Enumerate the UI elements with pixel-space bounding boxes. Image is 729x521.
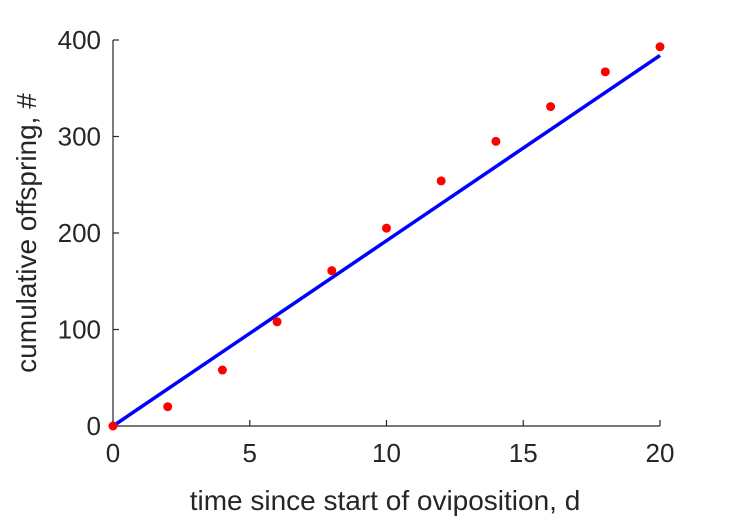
y-tick-label: 100 (58, 315, 101, 345)
data-point (327, 266, 337, 276)
data-point (108, 421, 118, 431)
fit-line (112, 53, 661, 428)
x-tick-label: 15 (509, 438, 538, 468)
data-point (217, 365, 227, 375)
data-point (163, 402, 173, 412)
x-tick-label: 10 (372, 438, 401, 468)
axes (112, 39, 661, 427)
data-point (272, 317, 282, 327)
data-point (655, 42, 665, 52)
x-tick-label: 0 (106, 438, 120, 468)
data-point (491, 136, 501, 146)
y-axis-label: cumulative offspring, # (11, 93, 42, 373)
y-tick-label: 200 (58, 218, 101, 248)
y-tick-label: 400 (58, 25, 101, 55)
x-tick-label: 20 (646, 438, 675, 468)
y-tick-label: 0 (87, 411, 101, 441)
x-axis-label: time since start of oviposition, d (190, 485, 581, 516)
x-tick-label: 5 (243, 438, 257, 468)
y-tick-label: 300 (58, 122, 101, 152)
data-point (436, 176, 446, 186)
data-point (382, 223, 391, 233)
data-point (600, 67, 610, 77)
data-point (546, 102, 556, 112)
plot-area (108, 42, 665, 431)
